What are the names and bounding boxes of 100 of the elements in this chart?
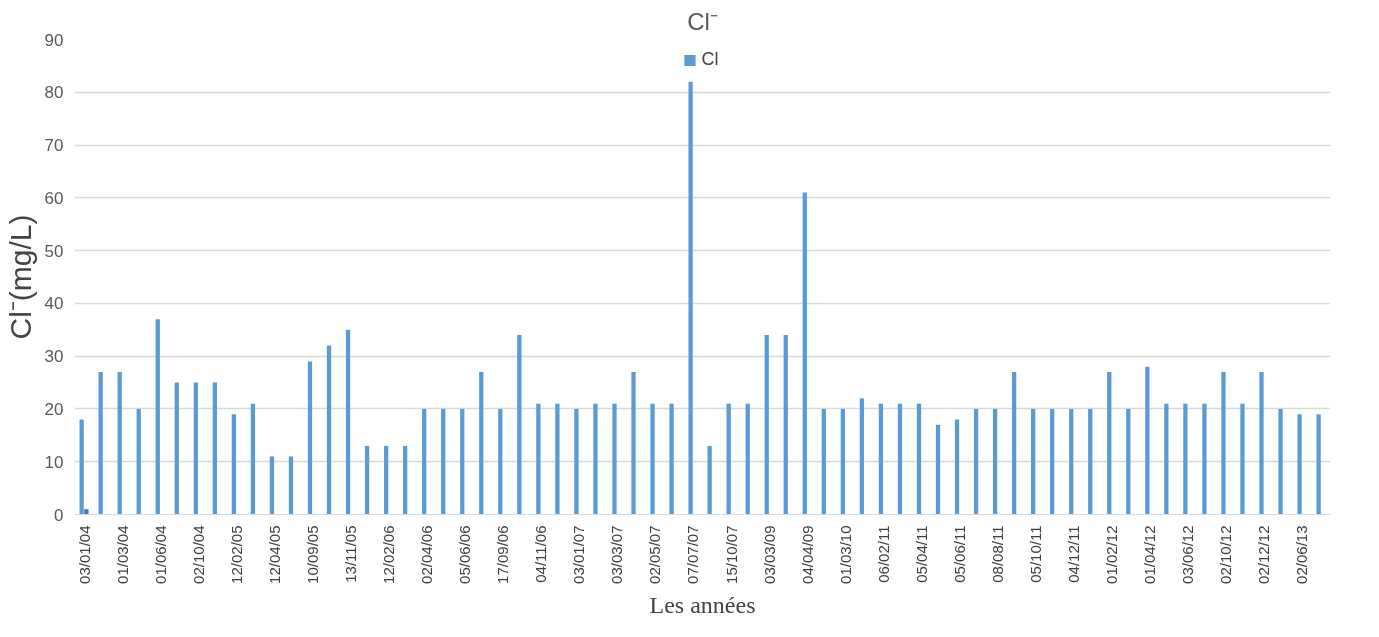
- bar: [1145, 366, 1150, 515]
- bar: [288, 456, 294, 515]
- bar: [1107, 372, 1112, 515]
- bar: [650, 403, 655, 515]
- bar: [1069, 408, 1074, 515]
- bar: [935, 424, 941, 515]
- x-tick-label: 02/10/04: [189, 525, 207, 584]
- x-tick-label: 01/06/04: [151, 525, 169, 584]
- x-tick-label: 12/02/05: [227, 525, 245, 584]
- bar: [364, 445, 370, 515]
- y-tick-label: 20: [44, 399, 64, 419]
- bar: [498, 408, 503, 515]
- x-tick-label: 05/10/11: [1027, 525, 1045, 583]
- bar: [1259, 372, 1264, 515]
- x-tick-label: 15/10/07: [722, 525, 740, 584]
- bar: [1278, 408, 1283, 515]
- y-axis-title: Cl⁻(mg/L): [3, 214, 37, 340]
- legend-label: Cl: [701, 49, 720, 70]
- y-tick-label: 90: [44, 30, 64, 50]
- x-tick-label: 03/01/04: [75, 525, 93, 584]
- bar: [460, 408, 465, 515]
- bar: [1183, 403, 1188, 515]
- y-tick-label: 30: [44, 347, 64, 367]
- bar: [422, 408, 427, 515]
- bar: [954, 419, 960, 515]
- y-tick-label: 10: [44, 452, 64, 472]
- bar: [117, 372, 122, 515]
- bar: [1126, 408, 1131, 515]
- bar: [1316, 414, 1321, 515]
- y-tick-label: 80: [44, 83, 64, 103]
- x-tick-label: 01/02/12: [1103, 525, 1121, 584]
- bar: [155, 319, 160, 515]
- bar: [631, 372, 636, 515]
- bar: [326, 345, 332, 515]
- x-tick-label: 12/02/06: [380, 525, 397, 584]
- y-tick-label: 70: [44, 136, 64, 156]
- x-tick-label: 04/12/11: [1065, 525, 1083, 583]
- bar: [231, 414, 237, 515]
- bar: [479, 372, 484, 515]
- x-tick-label: 04/11/06: [532, 525, 550, 583]
- x-tick-label: 03/03/09: [760, 525, 778, 584]
- x-tick-label: 05/06/11: [950, 525, 968, 583]
- bar: [897, 403, 903, 515]
- x-tick-label: 03/06/12: [1179, 525, 1197, 584]
- bar: [212, 382, 217, 515]
- x-tick-label: 05/04/11: [912, 525, 930, 583]
- bar: [441, 408, 446, 515]
- y-tick-label: 50: [44, 241, 64, 261]
- bar: [250, 403, 256, 515]
- bar: [821, 408, 826, 515]
- bar: [345, 329, 351, 515]
- bar: [1164, 403, 1169, 515]
- x-tick-label: 17/09/06: [494, 525, 512, 584]
- bar: [669, 403, 674, 515]
- bar: [916, 403, 922, 515]
- x-tick-label: 01/04/12: [1141, 525, 1159, 584]
- x-tick-label: 03/03/07: [608, 525, 626, 584]
- chart-title: Cl⁻: [687, 7, 718, 35]
- bar: [98, 372, 103, 515]
- bar: [764, 335, 769, 515]
- x-tick-label: 02/12/12: [1255, 525, 1273, 584]
- x-tick-label: 03/01/07: [570, 525, 588, 584]
- x-tick-label: 02/04/06: [418, 525, 436, 584]
- x-tick-label: 02/10/12: [1217, 525, 1235, 584]
- bar: [745, 403, 750, 515]
- bar: [973, 408, 979, 515]
- bar: [1088, 408, 1093, 515]
- bar: [555, 403, 560, 515]
- bar: [726, 403, 731, 515]
- bar: [84, 509, 89, 515]
- bar: [802, 192, 807, 515]
- x-tick-label: 12/04/05: [265, 525, 283, 584]
- bar: [878, 403, 884, 515]
- x-tick-label: 01/03/10: [836, 525, 854, 584]
- x-tick-label: 04/04/09: [798, 525, 816, 584]
- bar: [783, 335, 788, 515]
- bar: [593, 403, 598, 515]
- bar: [992, 408, 998, 515]
- bar: [193, 382, 198, 515]
- x-tick-label: 06/02/11: [874, 525, 892, 583]
- bar: [1221, 372, 1226, 515]
- bar: [1297, 414, 1302, 515]
- y-tick-label: 0: [54, 505, 64, 525]
- x-tick-label: 02/05/07: [646, 525, 664, 584]
- bar: [859, 398, 865, 515]
- bar: [1202, 403, 1207, 515]
- x-axis-title: Les années: [649, 591, 756, 618]
- bar: [269, 456, 275, 515]
- bar: [307, 361, 313, 515]
- x-tick-label: 13/11/05: [341, 525, 359, 583]
- bar: [1031, 408, 1036, 515]
- x-tick-label: 05/06/06: [456, 525, 474, 584]
- bar: [840, 408, 845, 515]
- x-tick-label: 10/09/05: [303, 525, 321, 584]
- x-tick-label: 02/06/13: [1293, 525, 1311, 584]
- x-tick-label: 01/03/04: [113, 525, 131, 584]
- bar: [1240, 403, 1245, 515]
- bar: [403, 445, 408, 515]
- bar: [1011, 372, 1017, 515]
- x-tick-label: 08/08/11: [988, 525, 1006, 583]
